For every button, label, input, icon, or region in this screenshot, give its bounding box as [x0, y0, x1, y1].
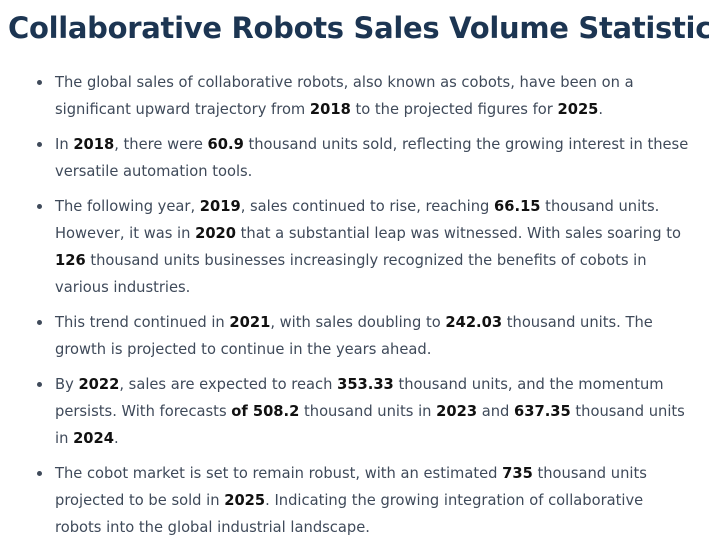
- text-segment: . Indicating the growing integration of …: [265, 492, 644, 509]
- bold-highlight: 2024: [73, 430, 114, 447]
- text-line: In 2018, there were 60.9 thousand units …: [55, 131, 701, 158]
- text-segment: to the projected figures for: [350, 101, 558, 118]
- text-segment: .: [113, 430, 119, 447]
- text-segment: growth is projected to continue in the y…: [55, 341, 432, 358]
- text-line: The following year, 2019, sales continue…: [55, 193, 701, 220]
- bullet-list: The global sales of collaborative robots…: [0, 69, 709, 549]
- bold-highlight: 637.35: [514, 403, 571, 420]
- text-line: various industries.: [55, 274, 701, 301]
- text-segment: thousand units sold, reflecting the grow…: [243, 136, 689, 153]
- text-segment: thousand units: [570, 403, 685, 420]
- text-segment: .: [598, 101, 604, 118]
- text-segment: thousand units. The: [502, 314, 653, 331]
- text-segment: , sales continued to rise, reaching: [240, 198, 495, 215]
- text-line: The global sales of collaborative robots…: [55, 69, 701, 96]
- text-segment: persists. With forecasts: [55, 403, 232, 420]
- text-line: By 2022, sales are expected to reach 353…: [55, 371, 701, 398]
- text-segment: significant upward trajectory from: [55, 101, 310, 118]
- bold-highlight: 2018: [309, 101, 351, 118]
- list-item: This trend continued in 2021, with sales…: [0, 309, 709, 363]
- text-line: significant upward trajectory from 2018 …: [55, 96, 701, 123]
- bold-highlight: 66.15: [494, 198, 541, 215]
- text-line: in 2024.: [55, 425, 701, 452]
- text-segment: in: [55, 430, 74, 447]
- text-segment: thousand units businesses increasingly r…: [85, 252, 647, 269]
- text-segment: thousand units.: [540, 198, 660, 215]
- text-segment: thousand units in: [299, 403, 437, 420]
- bold-highlight: 2025: [224, 492, 266, 509]
- text-segment: , there were: [114, 136, 208, 153]
- text-line: However, it was in 2020 that a substanti…: [55, 220, 701, 247]
- text-segment: thousand units, and the momentum: [393, 376, 664, 393]
- bold-highlight: 735: [502, 465, 533, 482]
- text-line: versatile automation tools.: [55, 158, 701, 185]
- list-item: In 2018, there were 60.9 thousand units …: [0, 131, 709, 185]
- text-segment: By: [55, 376, 79, 393]
- bold-highlight: 242.03: [445, 314, 503, 331]
- text-segment: However, it was in: [55, 225, 196, 242]
- bold-highlight: 2021: [229, 314, 271, 331]
- bold-highlight: 126: [55, 252, 86, 269]
- text-segment: thousand units: [532, 465, 647, 482]
- text-line: projected to be sold in 2025. Indicating…: [55, 487, 701, 514]
- text-segment: robots into the global industrial landsc…: [55, 519, 370, 536]
- bold-highlight: 2019: [199, 198, 241, 215]
- text-segment: various industries.: [55, 279, 191, 296]
- text-line: robots into the global industrial landsc…: [55, 514, 701, 541]
- list-item: By 2022, sales are expected to reach 353…: [0, 371, 709, 452]
- text-segment: The cobot market is set to remain robust…: [55, 465, 503, 482]
- bold-highlight: 353.33: [337, 376, 394, 393]
- text-line: growth is projected to continue in the y…: [55, 336, 701, 363]
- list-item: The following year, 2019, sales continue…: [0, 193, 709, 301]
- text-line: This trend continued in 2021, with sales…: [55, 309, 701, 336]
- bold-highlight: 60.9: [207, 136, 244, 153]
- text-segment: and: [477, 403, 515, 420]
- text-segment: This trend continued in: [55, 314, 230, 331]
- text-segment: versatile automation tools.: [55, 163, 253, 180]
- bold-highlight: 2022: [78, 376, 120, 393]
- page-title: Collaborative Robots Sales Volume Statis…: [8, 11, 709, 45]
- bold-highlight: 2023: [436, 403, 478, 420]
- bold-highlight: 2020: [195, 225, 236, 242]
- text-segment: projected to be sold in: [55, 492, 225, 509]
- text-segment: that a substantial leap was witnessed. W…: [235, 225, 681, 242]
- list-item: The cobot market is set to remain robust…: [0, 460, 709, 541]
- text-segment: In: [55, 136, 74, 153]
- bold-highlight: 2018: [73, 136, 115, 153]
- text-line: The cobot market is set to remain robust…: [55, 460, 701, 487]
- text-segment: The following year,: [55, 198, 200, 215]
- list-item: The global sales of collaborative robots…: [0, 69, 709, 123]
- text-segment: The global sales of collaborative robots…: [55, 74, 634, 91]
- text-segment: , sales are expected to reach: [119, 376, 338, 393]
- text-segment: , with sales doubling to: [270, 314, 446, 331]
- text-line: 126 thousand units businesses increasing…: [55, 247, 701, 274]
- bold-highlight: 2025: [557, 101, 599, 118]
- text-line: persists. With forecasts of 508.2 thousa…: [55, 398, 701, 425]
- bold-highlight: of 508.2: [231, 403, 300, 420]
